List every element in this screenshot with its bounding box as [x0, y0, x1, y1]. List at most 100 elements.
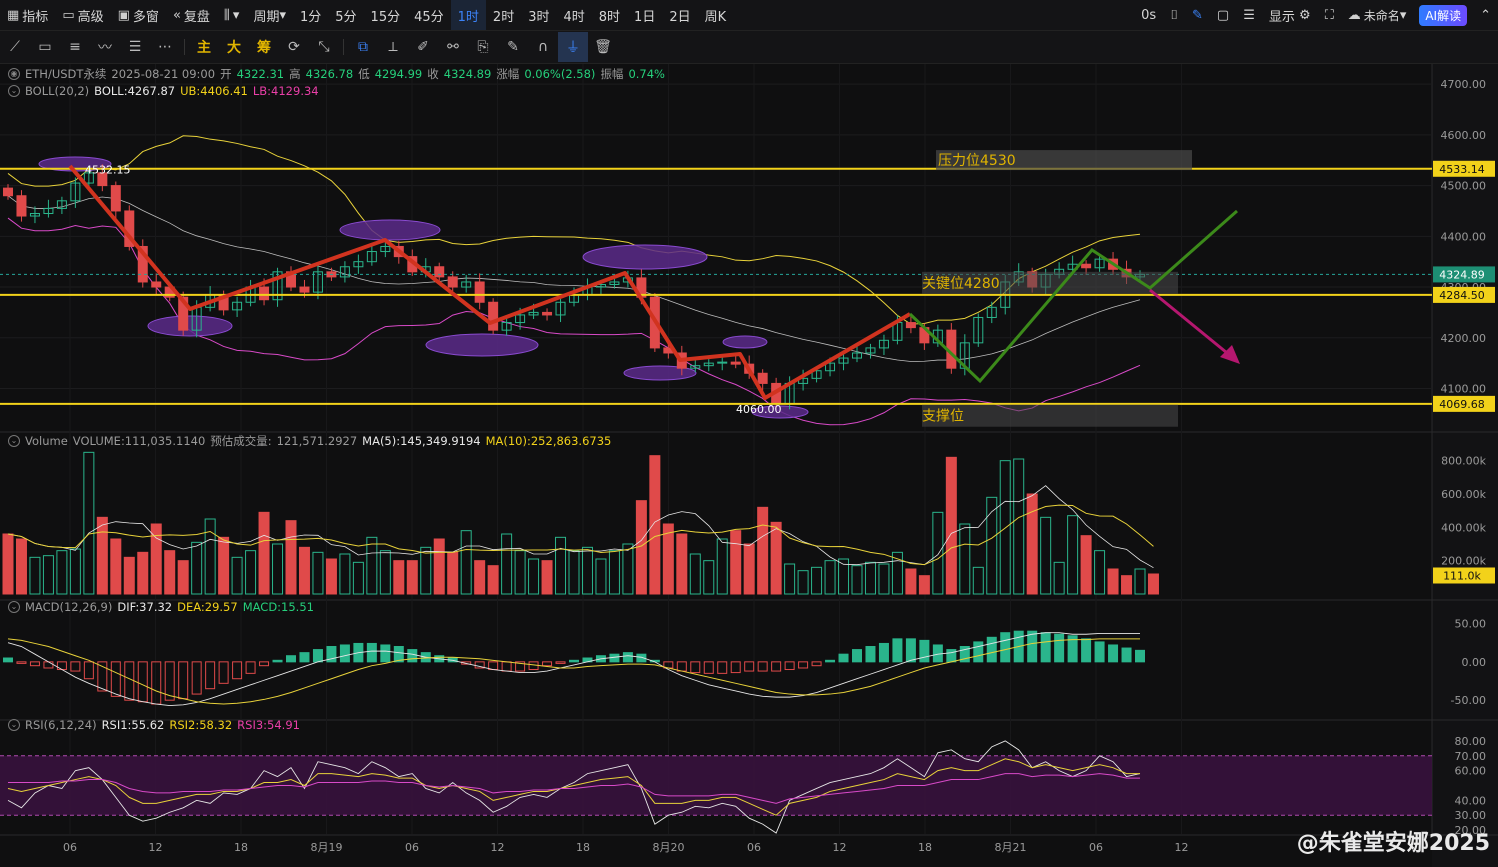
chart-type-button[interactable]: ⫼ ▾: [223, 7, 240, 23]
period-tab[interactable]: 5分: [335, 9, 357, 25]
volume-bar: [797, 570, 809, 595]
macd-histogram-bar: [542, 661, 553, 667]
macd-tick-label: 0.00: [1462, 656, 1487, 669]
wave-tool-icon[interactable]: 〰: [98, 40, 112, 56]
collapse-icon[interactable]: ⌃: [1480, 7, 1491, 23]
volume-bar: [932, 511, 944, 595]
cloud-icon: ☁: [1347, 7, 1361, 23]
advanced-button[interactable]: ▭ 高级: [62, 7, 104, 25]
ruler-icon[interactable]: ⟂: [388, 39, 398, 55]
macd-histogram-bar: [878, 642, 889, 663]
volume-bar: [285, 520, 297, 595]
magnet-icon[interactable]: ∩: [537, 39, 549, 55]
volume-bar: [959, 523, 971, 595]
period-tab[interactable]: 2日: [669, 9, 691, 25]
big-order-button[interactable]: 大: [227, 40, 241, 56]
collapse-icon[interactable]: ⌄: [8, 435, 20, 447]
volume-bar: [96, 516, 108, 595]
period-tab[interactable]: 45分: [414, 9, 444, 25]
volume-bar: [1040, 516, 1052, 595]
macd-histogram-bar: [1135, 649, 1145, 663]
macd-histogram-bar: [515, 661, 526, 672]
parallel-tool-icon[interactable]: ≡: [69, 39, 81, 55]
resistance-zone: [936, 150, 1192, 171]
clipboard-icon[interactable]: ⎘: [477, 39, 489, 55]
menu-icon[interactable]: ☰: [1243, 7, 1255, 23]
copy-icon[interactable]: ⧉: [358, 39, 368, 55]
volume-bar: [555, 536, 567, 595]
indicator-button[interactable]: ▦ 指标: [7, 7, 49, 25]
candle-body: [380, 245, 391, 253]
brush-icon[interactable]: ✐: [417, 39, 429, 55]
period-tab[interactable]: 1时: [450, 0, 486, 30]
chart-area[interactable]: 4700.004600.004500.004400.004300.004200.…: [0, 64, 1498, 867]
candle-body: [83, 172, 94, 184]
candle-body: [501, 322, 512, 331]
pen-icon[interactable]: ✎: [1192, 7, 1203, 23]
sync-icon[interactable]: ⟳: [288, 39, 300, 55]
main-force-button[interactable]: 主: [197, 40, 211, 56]
collapse-icon[interactable]: ⌄: [8, 85, 20, 97]
bearish-arrow-line: [1149, 288, 1233, 359]
macd-histogram-bar: [97, 661, 108, 692]
boll-legend: ⌄ BOLL(20,2) BOLL:4267.87 UB:4406.41 LB:…: [8, 84, 319, 98]
candle-body: [730, 361, 741, 365]
candle-body: [447, 276, 458, 288]
volume-bar: [137, 551, 149, 595]
candle-body: [852, 352, 862, 359]
display-button[interactable]: 显示 ⚙: [1268, 7, 1311, 25]
camera-icon[interactable]: ⌷: [1170, 7, 1179, 23]
period-tab[interactable]: 1分: [299, 9, 322, 25]
volume-bar: [703, 560, 715, 595]
candle-body: [97, 172, 108, 187]
period-tab[interactable]: 2时: [492, 9, 515, 25]
period-dropdown[interactable]: 周期 ▾: [253, 7, 286, 25]
volume-bar: [864, 561, 876, 595]
candle-body: [110, 185, 121, 212]
period-tab[interactable]: 4时: [563, 9, 585, 25]
filter-icon[interactable]: ⏚: [558, 32, 588, 62]
edit-icon[interactable]: ✎: [507, 39, 519, 55]
top-toolbar: ▦ 指标 ▭ 高级 ▣ 多窗 «复盘 ⫼ ▾ 周期 ▾ 1分 5分 15分 45分 1时 2时 3时 4…: [0, 0, 1498, 31]
period-tab[interactable]: 1日: [634, 9, 656, 25]
fib-tool-icon[interactable]: ☰: [128, 39, 142, 55]
macd-histogram-bar: [1094, 641, 1105, 663]
binoculars-icon[interactable]: ⚯: [447, 39, 459, 55]
collapse-icon[interactable]: ⌄: [8, 719, 20, 731]
rect-tool-icon[interactable]: ▭: [38, 39, 52, 55]
candle-body: [825, 362, 836, 372]
volume-bar: [528, 558, 540, 595]
collapse-icon[interactable]: ⌄: [8, 601, 20, 613]
multi-window-button[interactable]: ▣ 多窗: [117, 7, 159, 25]
chip-button[interactable]: 筹: [257, 40, 271, 56]
candle-body: [56, 200, 67, 209]
comment-icon[interactable]: ▢: [1216, 7, 1230, 23]
divider: [184, 39, 185, 55]
measure-icon[interactable]: ⤡: [318, 39, 330, 55]
period-tab[interactable]: 15分: [370, 9, 401, 25]
macd-tick-label: -50.00: [1451, 694, 1486, 707]
macd-histogram-bar: [380, 644, 391, 663]
candle-body: [137, 245, 148, 283]
period-tab[interactable]: 周K: [704, 9, 727, 25]
eye-icon[interactable]: ◉: [8, 68, 20, 80]
fullscreen-icon[interactable]: ⛶: [1324, 7, 1334, 23]
candle-body: [353, 261, 364, 268]
macd-histogram-bar: [798, 661, 809, 669]
macd-histogram-bar: [865, 646, 876, 663]
user-dropdown[interactable]: ☁ 未命名 ▾: [1347, 7, 1407, 23]
line-tool-icon[interactable]: ⟋: [10, 39, 20, 55]
volume-bar: [811, 566, 823, 595]
volume-bar: [622, 543, 634, 595]
ai-interpret-button[interactable]: AI解读: [1419, 4, 1468, 26]
period-tab[interactable]: 8时: [598, 9, 621, 25]
more-tools-icon[interactable]: ⋯: [158, 39, 172, 55]
volume-bar: [460, 530, 472, 595]
replay-button[interactable]: «复盘: [172, 7, 210, 25]
volume-bar: [123, 556, 135, 595]
volume-tick-label: 200.00k: [1441, 555, 1486, 568]
volume-bar: [393, 560, 405, 595]
trash-icon[interactable]: 🗑: [594, 39, 612, 55]
period-tab[interactable]: 3时: [528, 9, 550, 25]
macd-histogram-bar: [29, 661, 40, 667]
